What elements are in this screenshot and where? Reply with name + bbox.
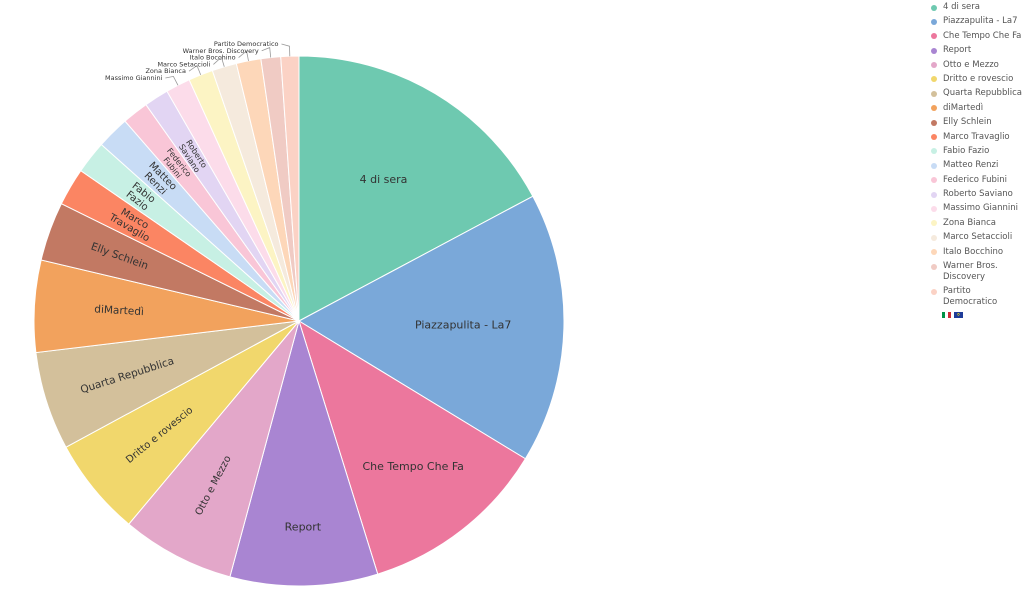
legend-item-otto-e-mezzo[interactable]: Otto e Mezzo — [930, 60, 1024, 71]
slice-label-4-di-sera: 4 di sera — [360, 173, 408, 186]
legend-item-dritto-e-rovescio[interactable]: Dritto e rovescio — [930, 74, 1024, 85]
legend-item-warner-bros-discovery[interactable]: Warner Bros. Discovery — [930, 261, 1024, 283]
slice-label-partito-democratico: Partito Democratico — [214, 40, 279, 48]
legend-label: Fabio Fazio — [943, 145, 990, 156]
legend-swatch — [931, 148, 937, 155]
legend-label: Marco Travaglio — [943, 131, 1010, 142]
leader-line-italo-bocchino — [238, 50, 249, 61]
legend-swatch — [931, 76, 937, 83]
leader-line-warner-bros-discovery — [261, 47, 272, 58]
legend-swatch — [931, 205, 937, 212]
leader-lines — [165, 43, 291, 86]
legend-swatch — [931, 177, 937, 184]
legend-swatch — [931, 288, 937, 295]
legend-label: Elly Schlein — [943, 117, 992, 128]
slice-label-piazzapulita-la7: Piazzapulita - La7 — [415, 319, 511, 332]
legend-swatch — [931, 249, 937, 256]
legend-swatch — [931, 220, 937, 227]
legend-item-italo-bocchino[interactable]: Italo Bocchino — [930, 247, 1024, 258]
legend-swatch — [931, 33, 937, 40]
pie-slice-che-tempo-che-fa[interactable] — [298, 319, 527, 575]
legend-item-4-di-sera[interactable]: 4 di sera — [930, 2, 1024, 13]
eu-flag-icon[interactable] — [954, 311, 963, 318]
legend-swatch — [931, 119, 937, 126]
legend-label: Warner Bros. Discovery — [943, 261, 998, 283]
legend-label: Report — [943, 45, 972, 56]
legend-item-piazzapulita-la7[interactable]: Piazzapulita - La7 — [930, 16, 1024, 27]
legend-label: 4 di sera — [943, 2, 980, 12]
pie-slice-otto-e-mezzo[interactable] — [128, 320, 300, 578]
pie-slice-piazzapulita-la7[interactable] — [297, 195, 565, 460]
legend-label: Dritto e rovescio — [943, 73, 1014, 84]
legend-label: Roberto Saviano — [943, 189, 1013, 200]
legend-item-federico-fubini[interactable]: Federico Fubini — [930, 175, 1024, 186]
chart-legend: 4 di sera Piazzapulita - La7 Che Tempo Che… — [930, 2, 1024, 318]
legend-label: Quarta Repubblica — [943, 88, 1022, 99]
legend-item-zona-bianca[interactable]: Zona Bianca — [930, 218, 1024, 229]
slice-label-dimartedi: diMartedì — [94, 303, 144, 318]
language-flags — [942, 311, 1024, 318]
pie-slice-4-di-sera[interactable] — [298, 55, 534, 322]
slice-label-warner-bros-discovery: Warner Bros. Discovery — [183, 47, 259, 55]
legend-swatch — [931, 263, 937, 270]
legend-item-report[interactable]: Report — [930, 45, 1024, 56]
legend-label: Otto e Mezzo — [943, 59, 999, 70]
legend-swatch — [931, 162, 937, 169]
slice-label-massimo-giannini: Massimo Giannini — [105, 74, 163, 82]
leader-line-partito-democratico — [281, 43, 291, 57]
pie-chart: 4 di sera Piazzapulita - La7 Che Tempo Che… — [33, 40, 565, 587]
legend-item-roberto-saviano[interactable]: Roberto Saviano — [930, 189, 1024, 200]
legend-swatch — [931, 4, 937, 11]
legend-item-dimartedi[interactable]: diMartedì — [930, 103, 1024, 114]
legend-label: Marco Setaccioli — [943, 232, 1013, 243]
legend-item-quarta-repubblica[interactable]: Quarta Repubblica — [930, 88, 1024, 99]
legend-label: diMartedì — [943, 102, 984, 113]
legend-swatch — [931, 234, 937, 241]
legend-label: Matteo Renzi — [943, 160, 999, 171]
legend-label: Italo Bocchino — [943, 246, 1004, 257]
legend-item-matteo-renzi[interactable]: Matteo Renzi — [930, 160, 1024, 171]
legend-label: Zona Bianca — [943, 217, 996, 228]
legend-label: Massimo Giannini — [943, 203, 1018, 214]
legend-swatch — [931, 18, 937, 25]
legend-item-che-tempo-che-fa[interactable]: Che Tempo Che Fa — [930, 31, 1024, 42]
legend-swatch — [931, 62, 937, 69]
legend-item-fabio-fazio[interactable]: Fabio Fazio — [930, 146, 1024, 157]
leader-line-marco-setaccioli — [213, 56, 225, 67]
legend-swatch — [931, 47, 937, 54]
legend-swatch — [931, 134, 937, 141]
pie-slice-report[interactable] — [229, 319, 379, 587]
legend-item-marco-setaccioli[interactable]: Marco Setaccioli — [930, 232, 1024, 243]
legend-item-massimo-giannini[interactable]: Massimo Giannini — [930, 203, 1024, 214]
slice-label-zona-bianca: Zona Bianca — [145, 67, 186, 75]
leader-line-massimo-giannini — [165, 75, 179, 86]
legend-swatch — [931, 191, 937, 198]
legend-item-partito-democratico[interactable]: Partito Democratico — [930, 286, 1024, 308]
pie-slices — [33, 55, 565, 587]
legend-label: Che Tempo Che Fa — [943, 30, 1022, 41]
leader-line-zona-bianca — [188, 64, 202, 76]
legend-label: Piazzapulita - La7 — [943, 16, 1018, 27]
legend-swatch — [931, 90, 937, 97]
italy-flag-icon[interactable] — [942, 311, 951, 318]
legend-item-elly-schlein[interactable]: Elly Schlein — [930, 117, 1024, 128]
legend-label: Partito Democratico — [943, 286, 998, 308]
slice-label-marco-setaccioli: Marco Setaccioli — [157, 60, 210, 68]
legend-label: Federico Fubini — [943, 174, 1008, 185]
slice-label-che-tempo-che-fa: Che Tempo Che Fa — [362, 460, 463, 473]
slice-label-report: Report — [285, 521, 322, 534]
slice-label-italo-bocchino: Italo Bocchino — [190, 54, 236, 62]
legend-swatch — [931, 105, 937, 112]
legend-item-marco-travaglio[interactable]: Marco Travaglio — [930, 132, 1024, 143]
